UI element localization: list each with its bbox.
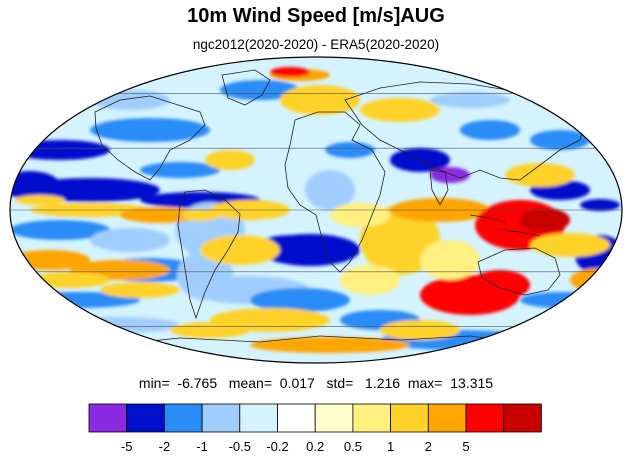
anomaly-patch [180, 209, 220, 221]
anomaly-patch [280, 85, 360, 115]
anomaly-patch [205, 150, 255, 170]
asia-coast [344, 81, 586, 181]
india-coast [429, 169, 449, 206]
anomaly-patch [140, 162, 220, 178]
colorbar-box [201, 403, 241, 433]
graticule [10, 93, 622, 327]
map-subtitle: ngc2012(2020-2020) - ERA5(2020-2020) [192, 37, 440, 52]
anomaly-patch [10, 140, 110, 160]
colorbar-box [126, 403, 165, 433]
anomaly-patch [220, 80, 300, 100]
statistics-line: min= -6.765 mean= 0.017 std= 1.216 max= … [0, 375, 632, 391]
anomaly-patch [430, 167, 470, 183]
australia-coast [477, 247, 561, 296]
max-value: 13.315 [450, 375, 494, 391]
indonesia-coast [469, 214, 541, 237]
anomaly-patch [305, 170, 355, 210]
colorbar-box [88, 403, 128, 433]
colorbar-tick-label: 0.5 [344, 439, 362, 454]
colorbar-tick-label: -2 [159, 439, 171, 454]
colorbar-tick-label: -0.5 [229, 439, 251, 454]
anomaly-patch [510, 322, 610, 338]
greenland-coast [221, 69, 271, 106]
min-label: min= [138, 375, 170, 391]
max-label: max= [407, 375, 443, 391]
anomaly-patch [330, 203, 390, 227]
colorbar-box [465, 403, 505, 433]
colorbar-box [277, 403, 316, 433]
anomaly-patch [10, 171, 60, 199]
colorbar-box [239, 403, 278, 433]
anomaly-patch [520, 292, 600, 308]
map-title: 10m Wind Speed [m/s]AUG [187, 5, 445, 27]
anomaly-patch [520, 208, 570, 232]
north-america-coast [94, 95, 206, 181]
anomaly-patch [250, 337, 410, 353]
std-value: 1.216 [365, 375, 401, 391]
anomaly-patch [90, 228, 170, 252]
anomaly-patch [380, 320, 460, 340]
colorbar: -5 -2 -1 -0.5 -0.2 0.2 0.5 1 2 5 [88, 403, 542, 454]
mean-label: mean= [228, 375, 272, 391]
colorbar-tick-label: -1 [196, 439, 208, 454]
colorbar-box [427, 403, 467, 433]
anomaly-patch [470, 270, 530, 300]
anomaly-patch [340, 265, 400, 295]
anomaly-patch [530, 130, 590, 150]
colorbar-box [163, 403, 203, 433]
anomaly-patch [15, 195, 65, 205]
south-america-coast [177, 189, 241, 320]
colorbar-boxes [88, 403, 542, 433]
anomaly-patch [420, 240, 480, 280]
anomaly-patch [250, 288, 350, 312]
anomaly-patch [360, 98, 440, 122]
colorbar-tick-label: 2 [425, 439, 432, 454]
anomaly-patch [100, 282, 180, 298]
map-field [10, 57, 622, 363]
min-value: -6.765 [177, 375, 218, 391]
colorbar-box [352, 403, 391, 433]
global-wind-speed-difference-map [9, 56, 623, 364]
mean-value: 0.017 [279, 375, 315, 391]
anomaly-patch [325, 142, 375, 158]
anomaly-patch [270, 67, 310, 77]
colorbar-tick-label: -5 [121, 439, 133, 454]
colorbar-tick-label: 0.2 [306, 439, 324, 454]
anomaly-patch [530, 233, 610, 257]
africa-europe-coast [284, 111, 386, 273]
colorbar-box [314, 403, 354, 433]
colorbar-tick-label: -0.2 [266, 439, 288, 454]
anomaly-patch [460, 120, 520, 140]
anomaly-patch [580, 199, 620, 211]
colorbar-box [503, 403, 542, 433]
anomaly-patch [120, 207, 200, 223]
anomaly-patch [60, 317, 180, 333]
anomaly-patch [430, 92, 510, 108]
colorbar-box [390, 403, 429, 433]
anomaly-patch [200, 235, 280, 265]
anomaly-patch [90, 118, 210, 142]
colorbar-labels: -5 -2 -1 -0.5 -0.2 0.2 0.5 1 2 5 [121, 439, 470, 454]
anomaly-patch [505, 163, 575, 187]
anomaly-field [10, 67, 622, 353]
std-label: std= [326, 375, 354, 391]
anomaly-patch [30, 272, 110, 288]
anomaly-patch [170, 322, 250, 338]
colorbar-tick-label: 1 [387, 439, 394, 454]
globe-outline [9, 56, 623, 364]
anomaly-patch [10, 220, 110, 240]
colorbar-tick-label: 5 [462, 439, 469, 454]
